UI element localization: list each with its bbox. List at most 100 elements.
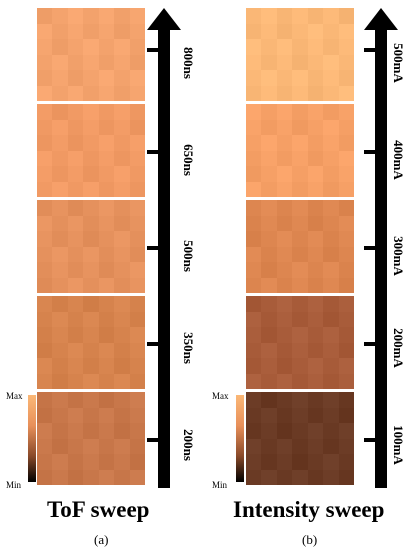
tile-pixel: [246, 215, 262, 232]
tile-pixel: [323, 231, 339, 247]
tile-pixel: [52, 311, 69, 328]
tile-pixel: [98, 70, 115, 86]
tile-pixel: [114, 8, 130, 24]
tile-pixel: [67, 104, 84, 120]
tile-pixel: [261, 373, 278, 390]
tile-pixel: [129, 358, 146, 374]
tile-pixel: [338, 358, 355, 374]
tile-pixel: [37, 8, 53, 24]
tile-pixel: [276, 119, 293, 136]
tile-pixel: [246, 358, 262, 374]
tile-pixel: [307, 407, 324, 424]
tile-pixel: [98, 311, 115, 328]
tile-pixel: [114, 407, 130, 424]
tile-pixel: [246, 373, 262, 390]
tile-pixel: [67, 407, 84, 424]
tile-pixel: [338, 135, 355, 151]
tile-pixel: [52, 231, 69, 247]
tile-pixel: [37, 70, 53, 86]
tile-pixel: [261, 296, 278, 312]
tile-pixel: [338, 469, 355, 486]
tile-pixel: [246, 311, 262, 328]
axis-tick-b-5: [364, 438, 378, 442]
tile-pixel: [67, 327, 84, 343]
tile-pixel: [37, 181, 53, 198]
tile-pixel: [276, 392, 293, 408]
tile-pixel: [83, 246, 100, 263]
axis-tick-a-3: [147, 246, 161, 250]
tile-pixel: [67, 23, 84, 40]
tile-pixel: [129, 231, 146, 247]
tile-pixel: [338, 200, 355, 216]
tile-pixel: [37, 277, 53, 294]
tile-pixel: [261, 135, 278, 151]
panel-a-caption: (a): [94, 532, 109, 547]
tile-pixel: [292, 166, 309, 182]
tile-pixel: [276, 327, 293, 343]
tile-pixel: [323, 327, 339, 343]
tile-pixel: [98, 8, 115, 24]
intensity-tile-400ma: [246, 104, 355, 198]
tile-pixel: [129, 39, 146, 55]
tile-pixel: [83, 373, 100, 390]
tile-pixel: [98, 23, 115, 40]
tile-pixel: [323, 296, 339, 312]
tile-pixel: [246, 231, 262, 247]
colorbar-a-min: Min: [6, 480, 22, 490]
tile-pixel: [307, 277, 324, 294]
tile-pixel: [323, 119, 339, 136]
tile-pixel: [98, 104, 115, 120]
tile-pixel: [37, 150, 53, 167]
tile-pixel: [129, 85, 146, 102]
tof-tile-200ns: [37, 392, 146, 486]
tile-pixel: [292, 392, 309, 408]
tile-pixel: [246, 200, 262, 216]
tile-pixel: [114, 454, 130, 470]
tile-pixel: [129, 469, 146, 486]
tile-pixel: [292, 327, 309, 343]
tile-pixel: [246, 166, 262, 182]
tile-pixel: [98, 423, 115, 439]
tile-pixel: [246, 296, 262, 312]
tile-pixel: [261, 246, 278, 263]
tile-pixel: [129, 246, 146, 263]
tile-pixel: [276, 277, 293, 294]
tile-pixel: [129, 454, 146, 470]
tile-pixel: [246, 277, 262, 294]
tile-pixel: [323, 342, 339, 359]
tile-pixel: [37, 311, 53, 328]
tile-pixel: [129, 8, 146, 24]
tile-pixel: [276, 231, 293, 247]
tile-pixel: [338, 119, 355, 136]
tile-pixel: [114, 39, 130, 55]
tile-pixel: [261, 392, 278, 408]
tile-pixel: [338, 311, 355, 328]
tile-pixel: [276, 373, 293, 390]
intensity-tile-500ma: [246, 8, 355, 102]
tile-pixel: [292, 342, 309, 359]
tile-pixel: [114, 150, 130, 167]
tile-pixel: [261, 311, 278, 328]
tile-pixel: [292, 119, 309, 136]
tile-pixel: [83, 119, 100, 136]
tile-pixel: [67, 246, 84, 263]
tile-pixel: [37, 39, 53, 55]
axis-tick-a-2: [147, 150, 161, 154]
tile-pixel: [292, 311, 309, 328]
tile-pixel: [338, 296, 355, 312]
tile-pixel: [129, 373, 146, 390]
tile-pixel: [261, 150, 278, 167]
tile-pixel: [292, 231, 309, 247]
tile-pixel: [323, 54, 339, 71]
tile-pixel: [83, 54, 100, 71]
tile-pixel: [292, 407, 309, 424]
tile-pixel: [246, 119, 262, 136]
panel-a-title: ToF sweep: [47, 497, 150, 522]
tile-pixel: [83, 39, 100, 55]
tile-pixel: [292, 70, 309, 86]
tile-pixel: [246, 54, 262, 71]
tile-pixel: [246, 8, 262, 24]
tile-pixel: [37, 296, 53, 312]
tile-pixel: [307, 296, 324, 312]
tile-pixel: [52, 150, 69, 167]
